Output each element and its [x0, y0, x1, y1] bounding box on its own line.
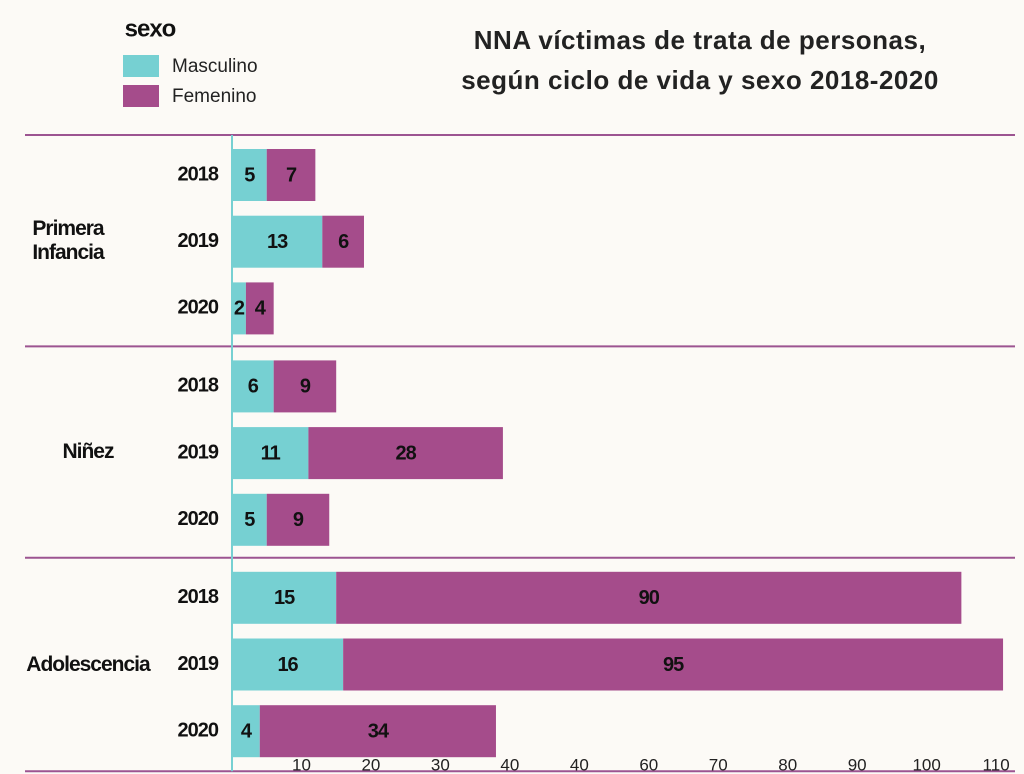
- x-tick-label: 20: [361, 755, 380, 774]
- data-label: 11: [261, 442, 281, 464]
- x-tick-label: 100: [912, 755, 940, 774]
- bar-segment: [266, 493, 330, 546]
- y-tick-label: 2018: [178, 375, 219, 397]
- x-tick-label: 80: [778, 755, 797, 774]
- x-tick-label: 110: [983, 755, 1010, 774]
- bar-segment: [232, 215, 323, 268]
- bar-segment: [232, 571, 337, 624]
- chart-title: según ciclo de vida y sexo 2018-2020: [461, 65, 939, 95]
- bar-segment: [232, 149, 267, 201]
- bar-segment: [322, 215, 364, 268]
- bar-segment: [266, 149, 316, 201]
- x-tick-label: 10: [292, 755, 311, 774]
- bar-segment: [232, 282, 246, 335]
- data-label: 6: [248, 376, 259, 398]
- data-label: 90: [639, 587, 660, 609]
- data-label: 28: [396, 442, 417, 464]
- bar-segment: [245, 282, 274, 335]
- y-tick-label: 2019: [178, 230, 219, 252]
- y-tick-label: 2020: [178, 508, 219, 530]
- x-tick-label: 40: [500, 755, 519, 774]
- data-label: 34: [368, 720, 390, 742]
- x-tick-label: 40: [570, 755, 589, 774]
- data-label: 95: [663, 654, 684, 676]
- legend-label: Masculino: [172, 56, 258, 77]
- data-label: 15: [274, 587, 295, 609]
- x-tick-label: 70: [709, 755, 728, 774]
- bar-segment: [259, 705, 496, 758]
- legend-swatch: [123, 85, 159, 107]
- y-tick-label: 2018: [178, 163, 219, 185]
- data-label: 5: [244, 509, 255, 531]
- data-label: 7: [286, 164, 297, 186]
- data-label: 9: [293, 509, 304, 531]
- bar-segment: [343, 638, 1004, 691]
- bar-segment: [308, 427, 503, 480]
- group-label: Niñez: [62, 440, 114, 464]
- data-label: 16: [277, 654, 298, 676]
- data-label: 13: [267, 231, 288, 253]
- data-label: 5: [244, 164, 255, 186]
- y-tick-label: 2020: [178, 719, 219, 741]
- bar-segment: [273, 360, 337, 413]
- data-label: 4: [255, 298, 267, 320]
- legend-label: Femenino: [172, 86, 257, 107]
- x-tick-label: 60: [639, 755, 658, 774]
- y-tick-label: 2020: [178, 297, 219, 319]
- group-label: Primera Infancia: [32, 216, 104, 264]
- bar-segment: [232, 360, 274, 413]
- bar-segment: [336, 571, 962, 624]
- legend-title: sexo: [125, 15, 176, 42]
- group-label: Adolescencia: [26, 652, 150, 676]
- data-label: 2: [234, 298, 245, 320]
- y-tick-label: 2019: [178, 441, 219, 463]
- chart-title: NNA víctimas de trata de personas,: [474, 25, 926, 55]
- x-tick-label: 30: [431, 755, 450, 774]
- legend-swatch: [123, 55, 159, 77]
- bar-segment: [232, 638, 344, 691]
- x-tick-label: 90: [848, 755, 867, 774]
- data-label: 9: [300, 376, 311, 398]
- bar-segment: [232, 493, 267, 546]
- bar-segment: [232, 427, 309, 480]
- data-label: 4: [241, 720, 253, 742]
- y-tick-label: 2018: [178, 586, 219, 608]
- bar-segment: [232, 705, 260, 758]
- data-label: 6: [338, 231, 349, 253]
- y-tick-label: 2019: [178, 653, 219, 675]
